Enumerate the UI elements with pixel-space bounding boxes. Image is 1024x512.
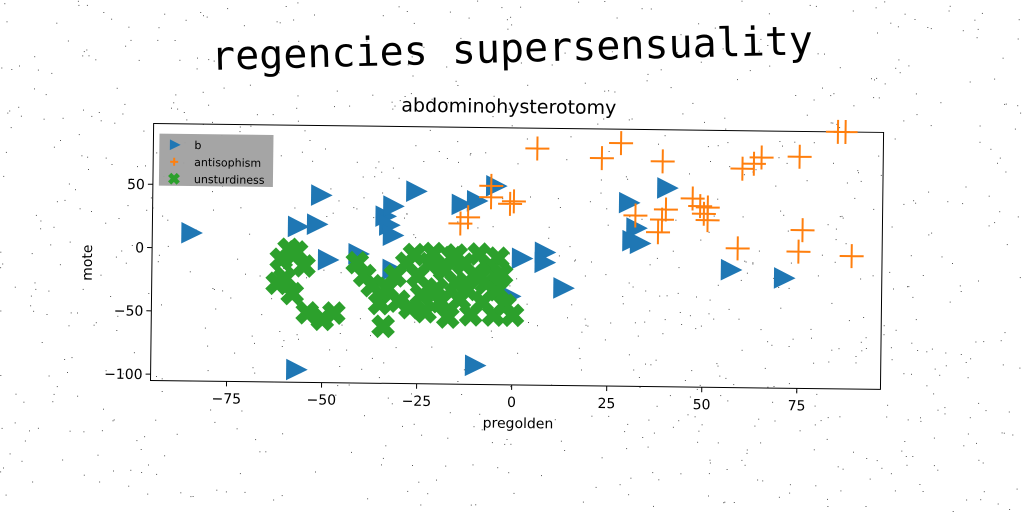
point-b (285, 358, 308, 381)
point-antisophism (623, 203, 648, 228)
y-tick-label: 50 (127, 177, 145, 193)
point-antisophism (609, 131, 634, 156)
x-tick-label: 50 (693, 397, 711, 413)
plot-frame (149, 123, 885, 390)
point-b (626, 217, 648, 239)
point-antisophism (653, 197, 678, 222)
point-b (451, 193, 474, 216)
point-antisophism (730, 156, 755, 181)
point-antisophism (498, 191, 523, 216)
plot-group: −100 −50 0 50 −75 −50 −25 0 25 50 75 b antisophism… (80, 95, 885, 433)
point-unsturdiness (272, 266, 297, 291)
point-antisophism (839, 244, 864, 269)
x-tick-label: 0 (507, 395, 516, 411)
point-unsturdiness (486, 246, 510, 271)
x-tick-label: −50 (306, 392, 336, 408)
point-b (773, 267, 796, 289)
x-tick-label: 25 (597, 396, 615, 412)
x-tick-label: −75 (211, 391, 241, 407)
legend-marker-unsturdiness (168, 172, 180, 185)
y-axis-label: mote (80, 244, 96, 281)
point-b (310, 184, 333, 206)
point-antisophism (650, 149, 675, 174)
point-b (464, 354, 487, 377)
point-b (657, 177, 679, 199)
point-b (406, 180, 428, 202)
y-tick-label: 0 (135, 240, 144, 256)
point-antisophism (501, 189, 526, 214)
point-b (534, 251, 557, 274)
point-unsturdiness (367, 291, 392, 316)
legend-label: unsturdiness (194, 173, 265, 187)
point-b (306, 213, 329, 235)
point-antisophism (525, 136, 550, 161)
data-points (181, 119, 864, 381)
point-unsturdiness (485, 277, 510, 302)
point-antisophism (649, 207, 674, 232)
point-antisophism (691, 201, 716, 226)
legend-marker-antisophism (170, 157, 179, 166)
x-axis-label: pregolden (483, 416, 554, 433)
legend-label: antisophism (194, 156, 261, 170)
point-unsturdiness (500, 303, 525, 328)
point-unsturdiness (489, 262, 514, 287)
point-unsturdiness (409, 283, 434, 308)
chart-title: abdominohysterotomy (401, 95, 616, 120)
point-antisophism (646, 220, 671, 245)
point-b (382, 224, 405, 246)
legend-label: b (194, 139, 201, 152)
legend: b antisophism unsturdiness (158, 133, 274, 187)
y-tick-label: −50 (114, 303, 144, 319)
point-unsturdiness (428, 289, 453, 314)
point-antisophism (787, 144, 812, 169)
point-unsturdiness (292, 253, 316, 278)
point-b (466, 189, 489, 212)
point-antisophism (456, 205, 481, 230)
point-b (317, 248, 340, 271)
point-b (618, 191, 641, 214)
point-unsturdiness (435, 305, 460, 329)
point-antisophism (479, 185, 504, 210)
point-unsturdiness (295, 300, 320, 325)
point-antisophism (833, 119, 858, 144)
point-antisophism (589, 146, 614, 171)
y-axis-ticks: −100 −50 0 50 (104, 177, 153, 383)
point-b (720, 258, 743, 281)
point-b (553, 277, 575, 299)
legend-box (158, 133, 274, 187)
x-axis-ticks: −75 −50 −25 0 25 50 75 (211, 381, 806, 414)
point-antisophism (786, 239, 811, 264)
point-antisophism (749, 145, 774, 170)
x-tick-label: 75 (788, 398, 806, 414)
point-antisophism (695, 208, 720, 233)
y-tick-label: −100 (104, 367, 143, 383)
point-b (287, 215, 310, 238)
point-b (629, 232, 652, 255)
point-unsturdiness (371, 314, 396, 339)
legend-marker-b (169, 139, 181, 151)
point-unsturdiness (321, 301, 346, 326)
point-antisophism (725, 236, 750, 261)
point-b (383, 195, 405, 217)
point-antisophism (790, 218, 815, 243)
point-unsturdiness (280, 281, 305, 306)
point-b (181, 221, 203, 244)
point-b (511, 247, 534, 270)
x-tick-label: −25 (402, 394, 432, 410)
